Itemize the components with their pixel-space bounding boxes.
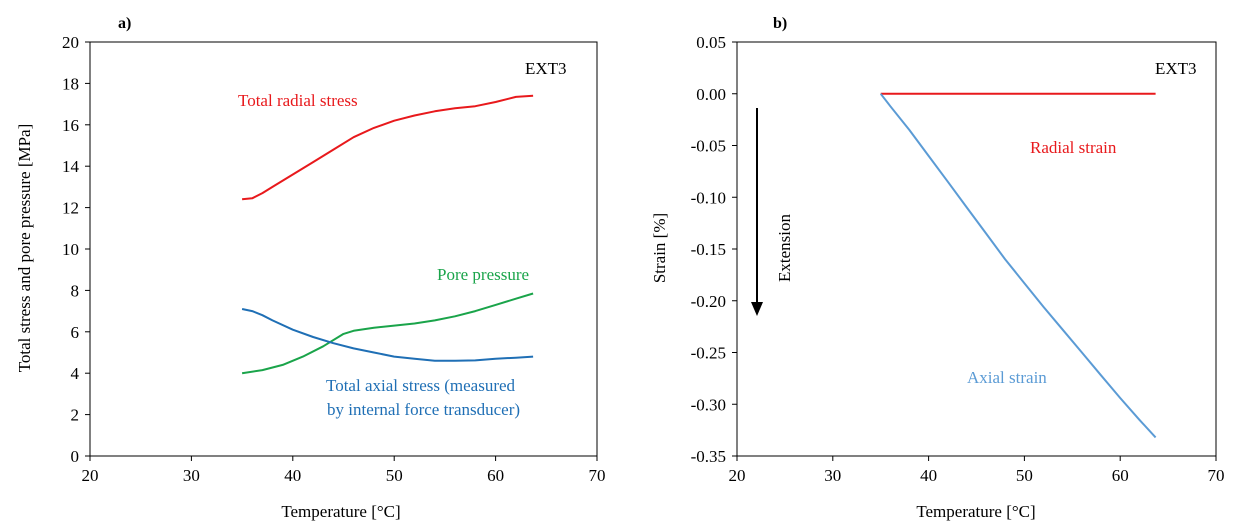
y-tick-label-b: 0.05 [696, 33, 726, 52]
x-tick-label-b: 20 [729, 466, 746, 485]
y-tick-label-a: 18 [62, 74, 79, 93]
y-tick-label-a: 8 [71, 281, 80, 300]
chart-panel-b: b) EXT3 Temperature [°C] Strain [%] 20 30… [650, 15, 1225, 521]
panel-b-y-axis-title: Strain [%] [650, 213, 669, 283]
plot-frame-b [736, 41, 1217, 457]
y-tick-label-b: -0.35 [691, 447, 726, 466]
y-tick-label-a: 16 [62, 116, 79, 135]
series-label-total-radial-stress: Total radial stress [238, 91, 358, 110]
panel-b-x-axis-title: Temperature [°C] [916, 502, 1035, 521]
x-tick-label-b: 40 [920, 466, 937, 485]
y-tick-label-a: 10 [62, 240, 79, 259]
series-label-total-axial-stress-line1: Total axial stress (measured [326, 376, 516, 395]
x-tick-label-a: 50 [386, 466, 403, 485]
x-tick-label-a: 30 [183, 466, 200, 485]
chart-panel-a: a) EXT3 Temperature [°C] Total stress an… [15, 15, 606, 521]
y-tick-label-a: 6 [71, 323, 80, 342]
series-label-radial-strain: Radial strain [1030, 138, 1117, 157]
series-line-total-radial-stress [242, 94, 534, 201]
panel-a-y-axis-title: Total stress and pore pressure [MPa] [15, 124, 34, 373]
series-line-pore-pressure [241, 292, 534, 375]
y-tick-label-b: 0.00 [696, 85, 726, 104]
y-tick-label-a: 0 [71, 447, 80, 466]
series-label-pore-pressure: Pore pressure [437, 265, 529, 284]
x-tick-label-a: 40 [284, 466, 301, 485]
panel-a-x-axis-title: Temperature [°C] [281, 502, 400, 521]
x-tick-label-b: 70 [1208, 466, 1225, 485]
series-label-total-axial-stress-line2: by internal force transducer) [327, 400, 520, 419]
series-line-axial-strain [879, 93, 1157, 439]
y-tick-label-a: 20 [62, 33, 79, 52]
panel-a-label: a) [118, 15, 131, 32]
y-tick-label-a: 4 [71, 364, 80, 383]
x-tick-label-a: 20 [82, 466, 99, 485]
panel-a-annotation: EXT3 [525, 59, 567, 78]
extension-arrow-head [751, 302, 763, 316]
panel-b-label: b) [773, 15, 787, 32]
y-tick-label-b: -0.15 [691, 240, 726, 259]
y-tick-label-b: -0.25 [691, 344, 726, 363]
y-tick-label-a: 2 [71, 406, 80, 425]
extension-label: Extension [775, 214, 794, 282]
panel-b-annotation: EXT3 [1155, 59, 1197, 78]
series-line-total-axial-stress [241, 308, 534, 362]
y-tick-label-a: 14 [62, 157, 80, 176]
x-tick-label-b: 30 [824, 466, 841, 485]
series-label-total-axial-stress: Total axial stress (measured by internal… [326, 376, 520, 419]
series-label-axial-strain: Axial strain [967, 368, 1047, 387]
y-tick-label-b: -0.05 [691, 137, 726, 156]
x-tick-label-a: 60 [487, 466, 504, 485]
y-tick-label-b: -0.10 [691, 188, 726, 207]
x-tick-label-b: 60 [1112, 466, 1129, 485]
x-tick-label-b: 50 [1016, 466, 1033, 485]
y-tick-label-b: -0.30 [691, 395, 726, 414]
y-tick-label-a: 12 [62, 199, 79, 218]
x-tick-label-a: 70 [589, 466, 606, 485]
y-tick-label-b: -0.20 [691, 292, 726, 311]
